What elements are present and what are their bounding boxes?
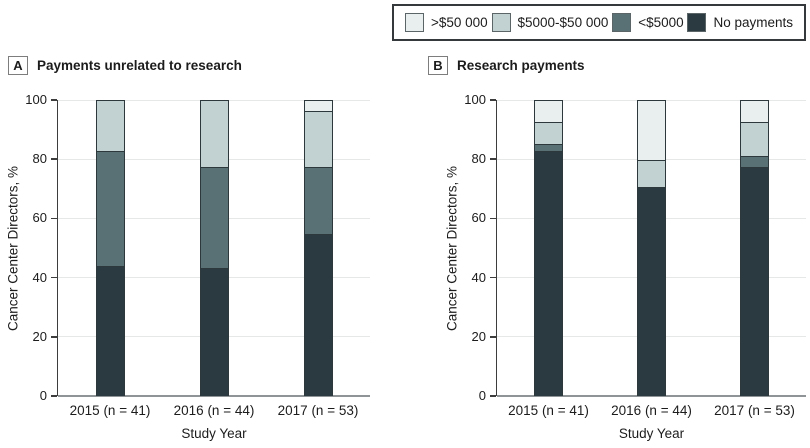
stacked-bar bbox=[534, 100, 563, 396]
x-category-label: 2016 (n = 44) bbox=[173, 403, 255, 418]
y-tick-label: 80 bbox=[471, 151, 486, 167]
bar-segment bbox=[534, 143, 563, 151]
legend-swatch bbox=[612, 13, 632, 32]
y-tick-mark bbox=[51, 336, 57, 338]
y-tick-mark bbox=[51, 395, 57, 397]
panel-b-header: B Research payments bbox=[428, 56, 585, 75]
stacked-bar bbox=[199, 100, 229, 396]
stacked-bar bbox=[95, 100, 125, 396]
bar-segment bbox=[199, 100, 229, 168]
bar-segment bbox=[95, 150, 125, 267]
panel-b-x-axis-label: Study Year bbox=[618, 426, 685, 441]
bar-segment bbox=[740, 100, 769, 123]
bar-segment bbox=[95, 266, 125, 396]
bar-segment bbox=[95, 100, 125, 151]
bar-segment bbox=[740, 122, 769, 156]
panel-a-title: Payments unrelated to research bbox=[37, 58, 242, 73]
stacked-bar bbox=[637, 100, 666, 396]
bar-segment bbox=[534, 100, 563, 122]
y-tick-mark bbox=[490, 276, 496, 279]
bar-segment bbox=[303, 167, 333, 235]
panel-b-letter-badge: B bbox=[428, 56, 448, 75]
bar-segment bbox=[534, 121, 563, 144]
y-tick-mark bbox=[51, 158, 57, 160]
panel-a-header: A Payments unrelated to research bbox=[8, 56, 242, 75]
y-tick-mark bbox=[51, 217, 57, 220]
legend: >$50 000 $5000-$50 000 <$5000 No payments bbox=[392, 4, 806, 41]
bar-segment bbox=[199, 167, 229, 269]
y-tick-label: 20 bbox=[471, 328, 486, 344]
legend-swatch bbox=[405, 13, 424, 32]
bar-segment bbox=[637, 187, 666, 396]
panel-a-letter-badge: A bbox=[8, 56, 28, 75]
x-category-label: 2017 (n = 53) bbox=[714, 403, 795, 418]
panel-a-x-axis-label: Study Year bbox=[181, 426, 247, 441]
y-tick-label: 60 bbox=[32, 210, 47, 226]
bar-segment bbox=[740, 155, 769, 167]
y-tick-label: 100 bbox=[464, 92, 486, 107]
legend-label: >$50 000 bbox=[431, 15, 488, 30]
panel-a-y-axis-label: Cancer Center Directors, % bbox=[5, 165, 21, 331]
y-tick-mark bbox=[51, 99, 57, 101]
x-axis-line bbox=[497, 395, 806, 397]
x-category-label: 2015 (n = 41) bbox=[69, 403, 151, 418]
y-tick-label: 40 bbox=[471, 269, 486, 285]
bar-segment bbox=[637, 160, 666, 188]
gridline bbox=[58, 99, 370, 101]
y-tick-label: 0 bbox=[39, 388, 47, 403]
y-tick-label: 100 bbox=[25, 92, 47, 107]
y-tick-mark bbox=[490, 217, 496, 220]
y-tick-label: 80 bbox=[32, 151, 47, 167]
bar-segment bbox=[303, 234, 333, 396]
x-category-label: 2015 (n = 41) bbox=[508, 403, 589, 418]
legend-item: No payments bbox=[687, 13, 793, 32]
legend-item: $5000-$50 000 bbox=[491, 13, 609, 32]
y-axis-line bbox=[56, 100, 58, 396]
y-tick-mark bbox=[490, 99, 496, 101]
legend-swatch bbox=[687, 13, 707, 32]
y-tick-label: 60 bbox=[471, 210, 486, 226]
x-category-label: 2017 (n = 53) bbox=[277, 403, 359, 418]
y-axis-line bbox=[495, 100, 497, 396]
legend-swatch bbox=[491, 13, 511, 32]
panel-b-title: Research payments bbox=[457, 58, 585, 73]
x-axis-line bbox=[58, 395, 370, 397]
legend-item: >$50 000 bbox=[405, 13, 488, 32]
bar-segment bbox=[740, 166, 769, 396]
gridline bbox=[497, 99, 806, 101]
stacked-bar bbox=[303, 100, 333, 396]
legend-item: <$5000 bbox=[612, 13, 684, 32]
bar-segment bbox=[637, 100, 666, 161]
bar-segment bbox=[199, 268, 229, 396]
y-tick-label: 0 bbox=[478, 388, 486, 403]
y-tick-label: 20 bbox=[32, 328, 47, 344]
legend-label: $5000-$50 000 bbox=[517, 15, 609, 30]
y-tick-mark bbox=[490, 395, 496, 397]
bar-segment bbox=[534, 150, 563, 396]
x-category-label: 2016 (n = 44) bbox=[611, 403, 692, 418]
y-tick-mark bbox=[490, 336, 496, 338]
panel-b-y-axis-label: Cancer Center Directors, % bbox=[444, 165, 460, 331]
bar-segment bbox=[303, 100, 333, 112]
stacked-bar bbox=[740, 100, 769, 396]
y-tick-mark bbox=[51, 276, 57, 279]
legend-label: <$5000 bbox=[638, 15, 684, 30]
bar-segment bbox=[303, 111, 333, 168]
y-tick-label: 40 bbox=[32, 269, 47, 285]
legend-label: No payments bbox=[713, 15, 793, 30]
y-tick-mark bbox=[490, 158, 496, 160]
